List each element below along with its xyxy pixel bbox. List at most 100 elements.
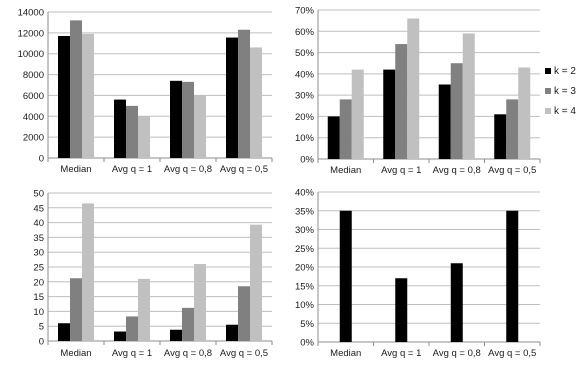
bar: [70, 20, 82, 158]
y-tick-label: 30%: [295, 91, 315, 102]
y-tick-label: 0: [39, 154, 44, 165]
bar: [250, 224, 262, 341]
bar: [170, 80, 182, 158]
legend: k = 2 k = 3 k = 4: [545, 66, 576, 117]
x-category-label: Avg q = 1: [381, 348, 421, 359]
bar: [395, 278, 408, 342]
y-tick-label: 4000: [23, 112, 44, 123]
legend-label-k4: k = 4: [554, 106, 576, 117]
charts-layer: 0 2000 4000 6000 8000 10000 12000 14000 Median Av…: [18, 6, 541, 359]
y-tick-label: 50: [33, 189, 44, 200]
y-tick-label: 20: [33, 277, 44, 288]
y-tick-label: 20%: [295, 112, 315, 123]
y-tick-label: 20%: [295, 263, 315, 274]
bar: [462, 33, 475, 159]
bar: [58, 323, 70, 341]
y-tick-label: 10%: [295, 133, 315, 144]
y-tick-label: 0%: [300, 338, 314, 349]
bar: [138, 278, 150, 341]
y-tick-label: 10: [33, 307, 44, 318]
bar: [506, 210, 519, 342]
bar: [327, 116, 340, 159]
y-tick-label: 2000: [23, 133, 44, 144]
x-category-label: Avg q = 0,5: [488, 165, 536, 176]
x-category-label: Avg q = 0,5: [488, 348, 536, 359]
y-tick-label: 12000: [18, 28, 44, 39]
bar: [494, 114, 507, 159]
legend-swatch-k4: [545, 108, 551, 114]
bar: [450, 63, 463, 159]
y-tick-label: 0%: [300, 155, 314, 166]
legend-label-k2: k = 2: [554, 66, 576, 77]
y-tick-label: 5: [39, 322, 44, 333]
bar: [226, 37, 238, 158]
bar: [182, 307, 194, 341]
bar: [351, 69, 364, 159]
bar: [114, 99, 126, 158]
bar: [383, 69, 396, 159]
chart-panel-3: 0 5 10 15 20 25 30 35 40 45 50 Median Avg q = 1 Avg q…: [33, 189, 273, 359]
y-tick-label: 70%: [295, 6, 315, 17]
bar: [138, 116, 150, 158]
y-tick-label: 40: [33, 218, 44, 229]
x-category-label: Avg q = 1: [381, 165, 421, 176]
bar: [70, 278, 82, 341]
bar: [339, 210, 352, 342]
y-tick-label: 10000: [18, 49, 44, 60]
y-tick-label: 50%: [295, 48, 315, 59]
x-category-label: Avg q = 1: [112, 348, 152, 359]
bar: [238, 286, 250, 341]
bar: [58, 35, 70, 158]
bar: [170, 329, 182, 341]
bar: [395, 44, 408, 159]
chart-panel-1: 0 2000 4000 6000 8000 10000 12000 14000 Median Av…: [18, 8, 273, 175]
bar: [82, 33, 94, 158]
bar: [82, 203, 94, 341]
bar: [182, 81, 194, 158]
x-category-label: Median: [330, 165, 361, 176]
bar: [126, 105, 138, 158]
legend-label-k3: k = 3: [554, 86, 576, 97]
y-tick-label: 10%: [295, 300, 315, 311]
bar: [450, 263, 463, 342]
x-category-label: Median: [330, 348, 361, 359]
x-category-label: Avg q = 1: [112, 164, 152, 175]
bar: [226, 324, 238, 341]
bar: [126, 316, 138, 341]
y-tick-label: 45: [33, 203, 44, 214]
legend-swatch-k2: [545, 68, 551, 74]
x-category-label: Median: [60, 348, 91, 359]
y-tick-label: 15%: [295, 281, 315, 292]
bar: [250, 47, 262, 159]
x-category-label: Avg q = 0,8: [164, 348, 212, 359]
bar: [194, 95, 206, 158]
bar: [438, 84, 451, 159]
chart-panel-4: 0% 5% 10% 15% 20% 25% 30% 35% 40% Median Avg q = 1…: [295, 188, 541, 359]
y-tick-label: 25: [33, 263, 44, 274]
legend-swatch-k3: [545, 88, 551, 94]
y-tick-label: 6000: [23, 91, 44, 102]
y-tick-label: 40%: [295, 188, 315, 199]
y-tick-label: 40%: [295, 69, 315, 80]
y-tick-label: 15: [33, 292, 44, 303]
bar: [339, 99, 352, 159]
y-tick-label: 35%: [295, 206, 315, 217]
y-tick-label: 8000: [23, 70, 44, 81]
y-tick-label: 25%: [295, 244, 315, 255]
x-category-label: Avg q = 0,8: [433, 165, 481, 176]
bar: [518, 67, 531, 159]
y-tick-label: 30: [33, 248, 44, 259]
bar: [238, 29, 250, 158]
x-category-label: Avg q = 0,8: [164, 164, 212, 175]
bar: [194, 264, 206, 341]
x-category-label: Avg q = 0,5: [220, 348, 268, 359]
chart-panel-2: 0% 10% 20% 30% 40% 50% 60% 70% Median Avg q = 1 Av…: [295, 6, 541, 176]
y-tick-label: 5%: [300, 319, 314, 330]
y-tick-label: 60%: [295, 27, 315, 38]
y-tick-label: 0: [39, 337, 44, 348]
x-category-label: Avg q = 0,8: [433, 348, 481, 359]
x-category-label: Avg q = 0,5: [220, 164, 268, 175]
y-tick-label: 35: [33, 233, 44, 244]
bar: [407, 18, 420, 160]
